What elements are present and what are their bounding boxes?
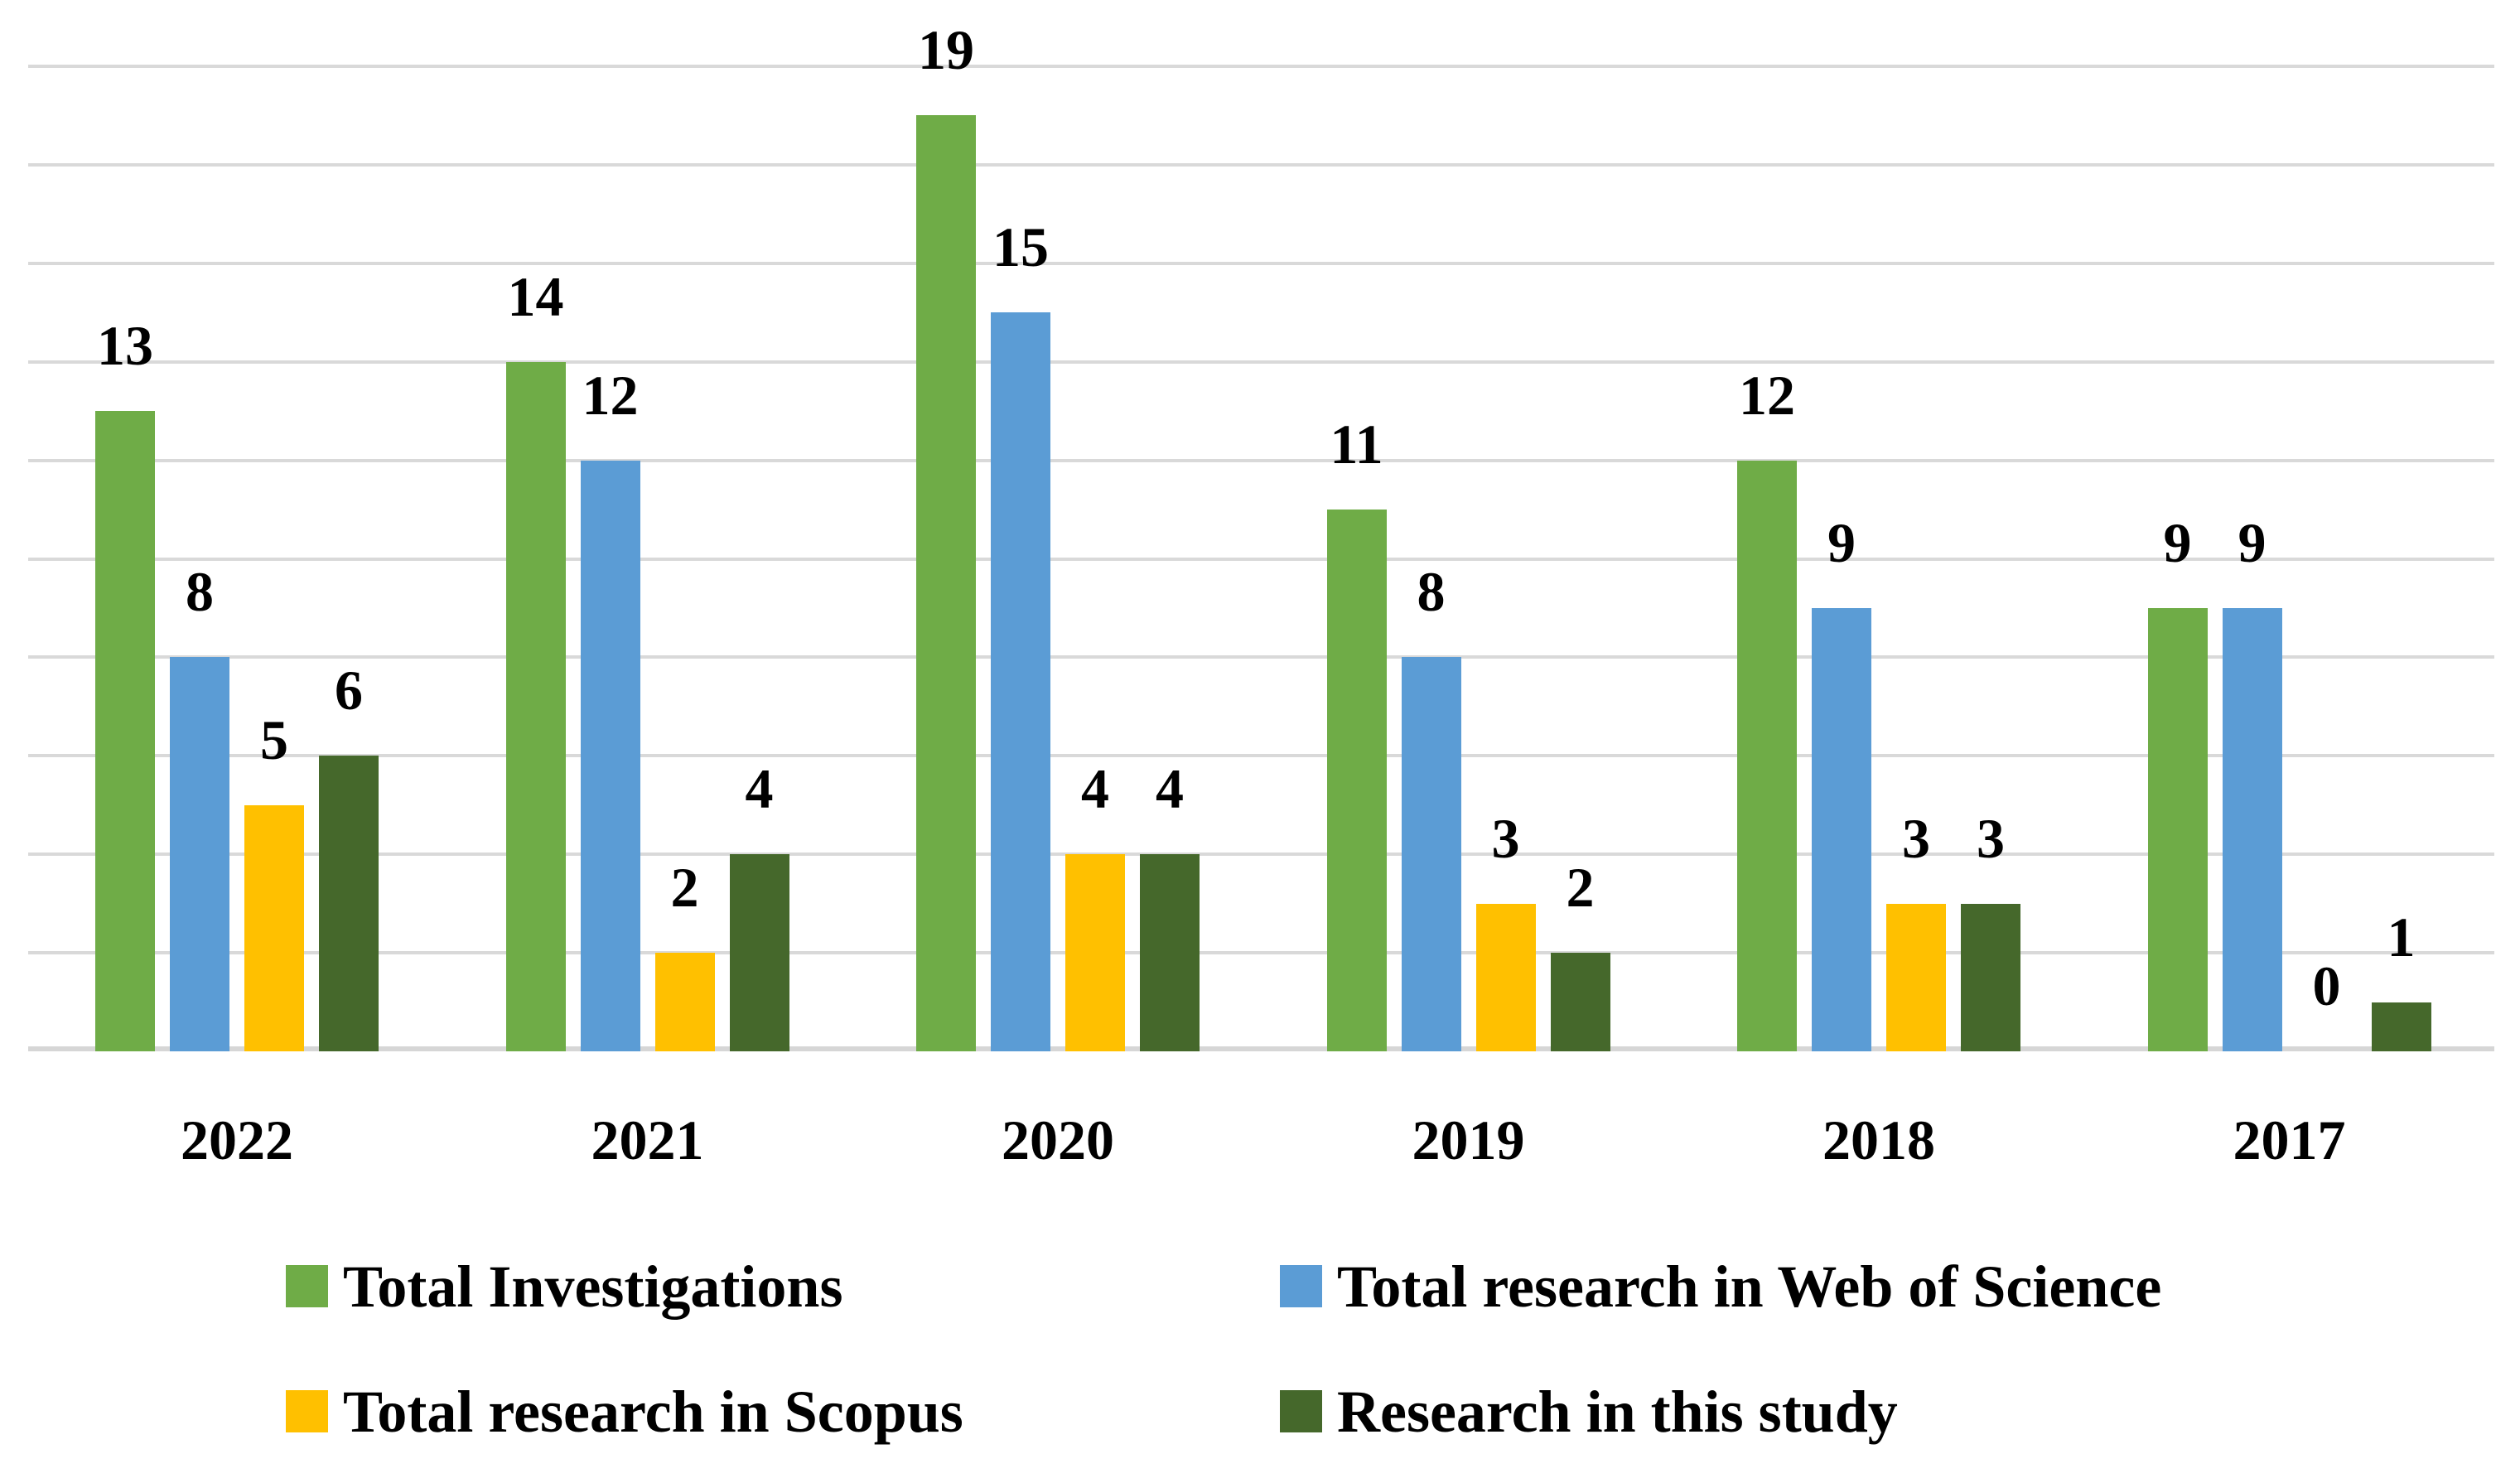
legend-swatch-total-investigations xyxy=(286,1265,328,1307)
legend-swatch-this-study xyxy=(1280,1390,1322,1432)
gridline-y-4 xyxy=(28,853,2494,857)
bar-2018-series-2 xyxy=(1886,903,1946,1051)
x-axis-label-2017: 2017 xyxy=(2233,1108,2346,1171)
legend-label-this-study: Research in this study xyxy=(1337,1378,1898,1445)
plot-area: 13 8 5 6 14 12 2 4 19 15 4 4 11 8 3 2 12 9 3 3 9 9 0 1 xyxy=(28,22,2494,1051)
bar-2018-series-1 xyxy=(1812,607,1871,1051)
gridline-y-20 xyxy=(28,65,2494,68)
gridline-y-8 xyxy=(28,655,2494,659)
data-label-2020-series-0: 19 xyxy=(918,18,974,82)
data-label-2018-series-0: 12 xyxy=(1739,363,1795,427)
x-axis-baseline xyxy=(28,1046,2494,1051)
legend-item-scopus: Total research in Scopus xyxy=(286,1382,963,1442)
legend-label-scopus: Total research in Scopus xyxy=(343,1378,963,1445)
bar-2020-series-3 xyxy=(1140,854,1200,1051)
gridline-y-18 xyxy=(28,162,2494,167)
gridline-y-14 xyxy=(28,360,2494,364)
data-label-2021-series-3: 4 xyxy=(745,757,774,821)
data-label-2018-series-3: 3 xyxy=(1977,806,2005,870)
bar-2022-series-1 xyxy=(170,657,229,1051)
bar-2021-series-2 xyxy=(654,953,715,1051)
data-label-2020-series-3: 4 xyxy=(1156,757,1184,821)
data-label-2018-series-1: 9 xyxy=(1827,510,1856,574)
legend-item-web-of-science: Total research in Web of Science xyxy=(1280,1257,2161,1316)
bar-2019-series-1 xyxy=(1401,657,1461,1051)
bar-2017-series-0 xyxy=(2147,607,2208,1051)
legend-label-total-investigations: Total Investigations xyxy=(343,1253,843,1320)
x-axis-label-2020: 2020 xyxy=(1002,1108,1114,1171)
data-label-2022-series-0: 13 xyxy=(97,314,153,378)
data-label-2017-series-0: 9 xyxy=(2163,510,2192,574)
bar-group-2021: 14 12 2 4 xyxy=(505,66,789,1051)
data-label-2019-series-1: 8 xyxy=(1417,560,1446,624)
x-axis-label-2018: 2018 xyxy=(1822,1108,1935,1171)
gridline-y-6 xyxy=(28,754,2494,758)
data-label-2017-series-2: 0 xyxy=(2312,954,2341,1017)
bar-group-2018: 12 9 3 3 xyxy=(1737,66,2020,1051)
bar-2020-series-0 xyxy=(916,115,976,1051)
data-label-2018-series-2: 3 xyxy=(1902,806,1930,870)
data-label-2017-series-3: 1 xyxy=(2387,905,2416,968)
gridline-y-16 xyxy=(28,261,2494,265)
data-label-2021-series-1: 12 xyxy=(582,363,639,427)
bar-2021-series-0 xyxy=(505,361,566,1051)
bar-2021-series-1 xyxy=(580,460,640,1051)
bar-2019-series-0 xyxy=(1326,510,1387,1051)
bar-2019-series-2 xyxy=(1475,903,1536,1051)
bar-group-2022: 13 8 5 6 xyxy=(95,66,379,1051)
gridline-y-2 xyxy=(28,951,2494,955)
bar-2020-series-1 xyxy=(991,312,1050,1051)
legend-item-total-investigations: Total Investigations xyxy=(286,1257,842,1316)
data-label-2022-series-1: 8 xyxy=(186,560,214,624)
bar-2020-series-2 xyxy=(1065,854,1125,1051)
legend-swatch-scopus xyxy=(286,1390,328,1432)
gridline-y-12 xyxy=(28,458,2494,462)
bar-2021-series-3 xyxy=(729,854,789,1051)
bar-2018-series-3 xyxy=(1961,903,2020,1051)
bar-2017-series-3 xyxy=(2371,1002,2431,1051)
data-label-2022-series-2: 5 xyxy=(260,708,288,771)
x-axis-label-2021: 2021 xyxy=(591,1108,704,1171)
data-label-2019-series-2: 3 xyxy=(1491,806,1520,870)
data-label-2020-series-2: 4 xyxy=(1081,757,1109,821)
data-label-2022-series-3: 6 xyxy=(335,659,363,722)
x-axis-label-2022: 2022 xyxy=(181,1108,293,1171)
bar-2017-series-1 xyxy=(2222,607,2282,1051)
bar-2019-series-3 xyxy=(1550,953,1610,1051)
data-label-2021-series-0: 14 xyxy=(507,264,564,328)
bar-2018-series-0 xyxy=(1737,460,1797,1051)
x-axis-label-2019: 2019 xyxy=(1412,1108,1525,1171)
bar-group-2020: 19 15 4 4 xyxy=(916,22,1200,1051)
data-label-2021-series-2: 2 xyxy=(670,856,699,920)
bar-group-2019: 11 8 3 2 xyxy=(1326,66,1610,1051)
legend-swatch-web-of-science xyxy=(1280,1265,1322,1307)
legend-label-web-of-science: Total research in Web of Science xyxy=(1337,1253,2162,1320)
gridline-y-10 xyxy=(28,557,2494,561)
bar-2022-series-3 xyxy=(319,756,379,1051)
legend-item-this-study: Research in this study xyxy=(1280,1382,1898,1442)
bar-2022-series-2 xyxy=(244,804,304,1051)
data-label-2019-series-3: 2 xyxy=(1566,856,1595,920)
data-label-2019-series-0: 11 xyxy=(1330,413,1383,476)
data-label-2017-series-1: 9 xyxy=(2238,510,2267,574)
data-label-2020-series-1: 15 xyxy=(992,215,1049,279)
bar-2022-series-0 xyxy=(95,411,155,1051)
